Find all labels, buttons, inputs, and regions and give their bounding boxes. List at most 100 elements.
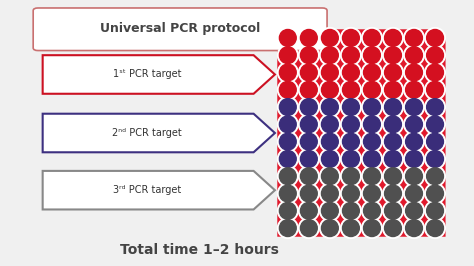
Ellipse shape [279, 99, 296, 115]
Ellipse shape [404, 218, 424, 238]
Ellipse shape [364, 64, 380, 81]
Ellipse shape [383, 80, 403, 100]
Ellipse shape [362, 201, 382, 221]
Ellipse shape [279, 168, 296, 185]
Ellipse shape [343, 185, 359, 202]
Ellipse shape [406, 47, 422, 64]
Ellipse shape [383, 97, 403, 117]
Ellipse shape [319, 131, 340, 152]
Ellipse shape [406, 99, 422, 115]
Ellipse shape [277, 183, 298, 204]
Ellipse shape [341, 166, 361, 186]
Ellipse shape [319, 166, 340, 186]
Ellipse shape [341, 183, 361, 204]
Ellipse shape [404, 80, 424, 100]
Ellipse shape [299, 218, 319, 238]
Ellipse shape [425, 201, 446, 221]
Ellipse shape [321, 99, 338, 115]
Ellipse shape [279, 47, 296, 64]
Ellipse shape [425, 114, 446, 135]
Ellipse shape [383, 45, 403, 65]
Ellipse shape [404, 97, 424, 117]
Ellipse shape [425, 166, 446, 186]
Ellipse shape [383, 131, 403, 152]
Ellipse shape [321, 47, 338, 64]
Ellipse shape [279, 30, 296, 46]
Ellipse shape [277, 166, 298, 186]
Ellipse shape [341, 28, 361, 48]
Ellipse shape [383, 28, 403, 48]
Text: 2ⁿᵈ PCR target: 2ⁿᵈ PCR target [112, 128, 182, 138]
Ellipse shape [299, 62, 319, 83]
Ellipse shape [343, 64, 359, 81]
Ellipse shape [427, 133, 444, 150]
Ellipse shape [404, 114, 424, 135]
Ellipse shape [362, 62, 382, 83]
Ellipse shape [362, 218, 382, 238]
Ellipse shape [299, 201, 319, 221]
Ellipse shape [427, 81, 444, 98]
Ellipse shape [425, 45, 446, 65]
Ellipse shape [341, 62, 361, 83]
Ellipse shape [383, 166, 403, 186]
Ellipse shape [364, 133, 380, 150]
Ellipse shape [364, 168, 380, 185]
Ellipse shape [343, 168, 359, 185]
Ellipse shape [319, 28, 340, 48]
Ellipse shape [384, 47, 401, 64]
Ellipse shape [425, 149, 446, 169]
Ellipse shape [427, 151, 444, 167]
Ellipse shape [343, 116, 359, 133]
Ellipse shape [301, 202, 317, 219]
Ellipse shape [427, 168, 444, 185]
Ellipse shape [362, 45, 382, 65]
Ellipse shape [299, 114, 319, 135]
Ellipse shape [321, 202, 338, 219]
Ellipse shape [277, 45, 298, 65]
Ellipse shape [299, 149, 319, 169]
Polygon shape [43, 171, 275, 210]
Ellipse shape [384, 202, 401, 219]
Ellipse shape [362, 28, 382, 48]
Ellipse shape [321, 151, 338, 167]
Ellipse shape [406, 30, 422, 46]
Ellipse shape [427, 64, 444, 81]
Ellipse shape [427, 202, 444, 219]
Ellipse shape [364, 81, 380, 98]
Ellipse shape [279, 81, 296, 98]
Ellipse shape [427, 185, 444, 202]
Ellipse shape [404, 183, 424, 204]
Ellipse shape [383, 183, 403, 204]
Ellipse shape [277, 131, 298, 152]
Ellipse shape [406, 220, 422, 236]
Ellipse shape [406, 151, 422, 167]
Ellipse shape [404, 166, 424, 186]
Ellipse shape [299, 183, 319, 204]
Ellipse shape [321, 64, 338, 81]
Ellipse shape [341, 149, 361, 169]
Ellipse shape [277, 80, 298, 100]
Ellipse shape [299, 131, 319, 152]
Ellipse shape [319, 97, 340, 117]
Ellipse shape [425, 131, 446, 152]
Ellipse shape [364, 99, 380, 115]
Ellipse shape [279, 64, 296, 81]
Ellipse shape [406, 168, 422, 185]
Ellipse shape [301, 168, 317, 185]
Ellipse shape [364, 185, 380, 202]
Ellipse shape [383, 62, 403, 83]
Ellipse shape [427, 99, 444, 115]
Ellipse shape [319, 62, 340, 83]
Ellipse shape [279, 133, 296, 150]
Ellipse shape [321, 133, 338, 150]
Ellipse shape [362, 149, 382, 169]
Ellipse shape [404, 149, 424, 169]
Ellipse shape [404, 62, 424, 83]
Polygon shape [43, 55, 275, 94]
Ellipse shape [299, 80, 319, 100]
Ellipse shape [301, 64, 317, 81]
Ellipse shape [301, 133, 317, 150]
Text: Total time 1–2 hours: Total time 1–2 hours [119, 243, 279, 257]
Ellipse shape [319, 114, 340, 135]
Ellipse shape [341, 80, 361, 100]
